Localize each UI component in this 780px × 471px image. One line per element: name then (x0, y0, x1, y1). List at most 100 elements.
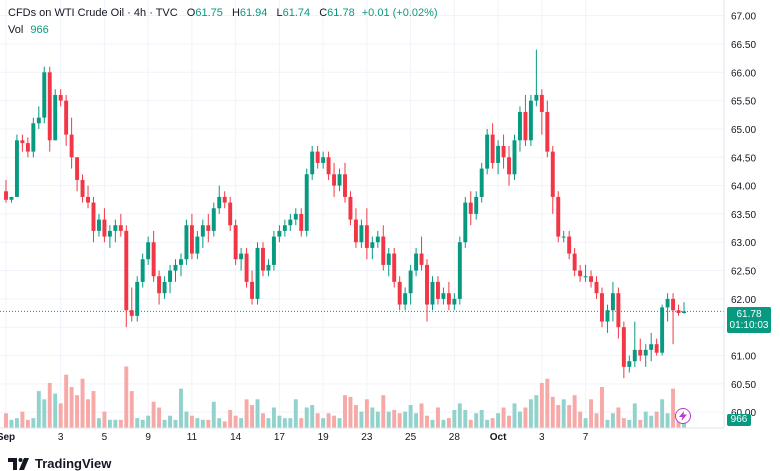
volume-bar (36, 391, 41, 428)
candle (578, 264, 583, 282)
time-tick-label: 28 (449, 432, 461, 443)
price-tick-label: 62.00 (731, 295, 756, 306)
candle (654, 338, 659, 356)
candle-body (250, 281, 255, 299)
candle-body (293, 213, 298, 220)
volume-bar (107, 419, 112, 428)
volume-bar (151, 401, 156, 428)
open-value: 61.75 (195, 7, 223, 19)
candle-body (75, 157, 80, 180)
candle-body (9, 196, 14, 200)
close-value: 61.78 (327, 7, 355, 19)
lightning-icon[interactable] (675, 408, 691, 424)
volume-bar (441, 419, 446, 428)
candle (271, 230, 276, 271)
candle-body (25, 143, 30, 152)
volume-bar (20, 411, 25, 428)
time-axis[interactable]: Sep 3 5 9 11 14 17 19 23 25 28 Oct 3 7 (0, 432, 589, 443)
candle-body (430, 281, 435, 305)
candle-body (157, 276, 162, 294)
candle-body (452, 298, 457, 305)
candle-body (195, 236, 200, 254)
volume-bar (479, 409, 484, 428)
candle (523, 94, 528, 146)
candle (69, 117, 74, 169)
candle (419, 236, 424, 271)
volume-bar (239, 418, 244, 428)
candle-body (178, 259, 183, 265)
candle-body (446, 293, 451, 305)
candle-body (392, 253, 397, 282)
volume-bar (386, 411, 391, 428)
candle (310, 145, 315, 180)
candle (638, 338, 643, 362)
candle (299, 208, 304, 237)
candle (616, 287, 621, 339)
candle (277, 225, 282, 243)
volume-bar (217, 418, 222, 428)
candle (288, 213, 293, 231)
candle-body (102, 219, 107, 237)
candle (485, 128, 490, 175)
volume-bar (364, 399, 369, 428)
candle (343, 162, 347, 203)
candle-body (425, 264, 429, 305)
candle (53, 89, 58, 141)
candle-body (660, 307, 665, 353)
volume-bar (255, 399, 260, 428)
candle (86, 185, 90, 209)
time-tick-label: 19 (318, 432, 330, 443)
symbol-title[interactable]: CFDs on WTI Crude Oil · 4h · TVC (8, 7, 178, 19)
candle-body (304, 174, 309, 231)
candle-body (589, 276, 594, 282)
candle (255, 242, 260, 305)
volume-bar (507, 415, 512, 428)
volume-bar (315, 413, 320, 428)
last-price-value: 61.78 (736, 309, 762, 320)
candle-body (474, 196, 479, 214)
candle (446, 281, 451, 311)
candle (96, 213, 101, 237)
candle (425, 259, 429, 322)
candle-body (151, 242, 156, 277)
volume-bar (173, 419, 178, 428)
candle-body (539, 94, 544, 112)
candle-body (496, 145, 501, 163)
candle (583, 264, 588, 282)
candle (359, 219, 364, 248)
candle (195, 230, 200, 260)
candle (621, 321, 626, 379)
candle (151, 230, 156, 282)
candle-body (397, 281, 402, 305)
candle (381, 225, 386, 271)
candle-body (578, 270, 583, 277)
candle-body (561, 236, 566, 238)
candle (392, 247, 397, 288)
volume-label[interactable]: Vol (8, 24, 24, 36)
candle (545, 100, 550, 158)
candle (58, 89, 63, 107)
candle-body (419, 253, 424, 265)
candle (315, 145, 320, 169)
candle (102, 208, 107, 243)
time-tick-label: 23 (361, 432, 373, 443)
candle (600, 287, 604, 328)
tradingview-logo[interactable]: TradingView (8, 456, 111, 471)
time-tick-label: 3 (539, 432, 545, 443)
candle-body (168, 270, 173, 282)
price-axis[interactable]: 67.00 66.50 66.00 65.50 65.00 64.50 64.00 63.50… (731, 12, 756, 420)
volume-bar (643, 411, 648, 428)
volume-bar (58, 403, 63, 428)
candle-body (665, 298, 670, 308)
low-label: L (276, 7, 283, 19)
candle (512, 134, 517, 180)
candle-body (610, 293, 615, 311)
candle (370, 236, 375, 260)
candle-body (567, 236, 572, 254)
candle (135, 276, 140, 322)
close-label: C (319, 7, 328, 19)
volume-bar (293, 399, 298, 428)
candle-body (217, 196, 222, 209)
bar-countdown: 01:10:03 (729, 320, 769, 331)
